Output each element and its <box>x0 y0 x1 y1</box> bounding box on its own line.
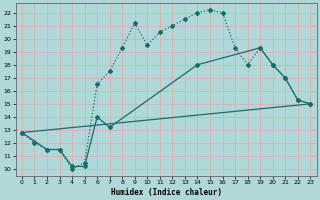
X-axis label: Humidex (Indice chaleur): Humidex (Indice chaleur) <box>111 188 221 197</box>
